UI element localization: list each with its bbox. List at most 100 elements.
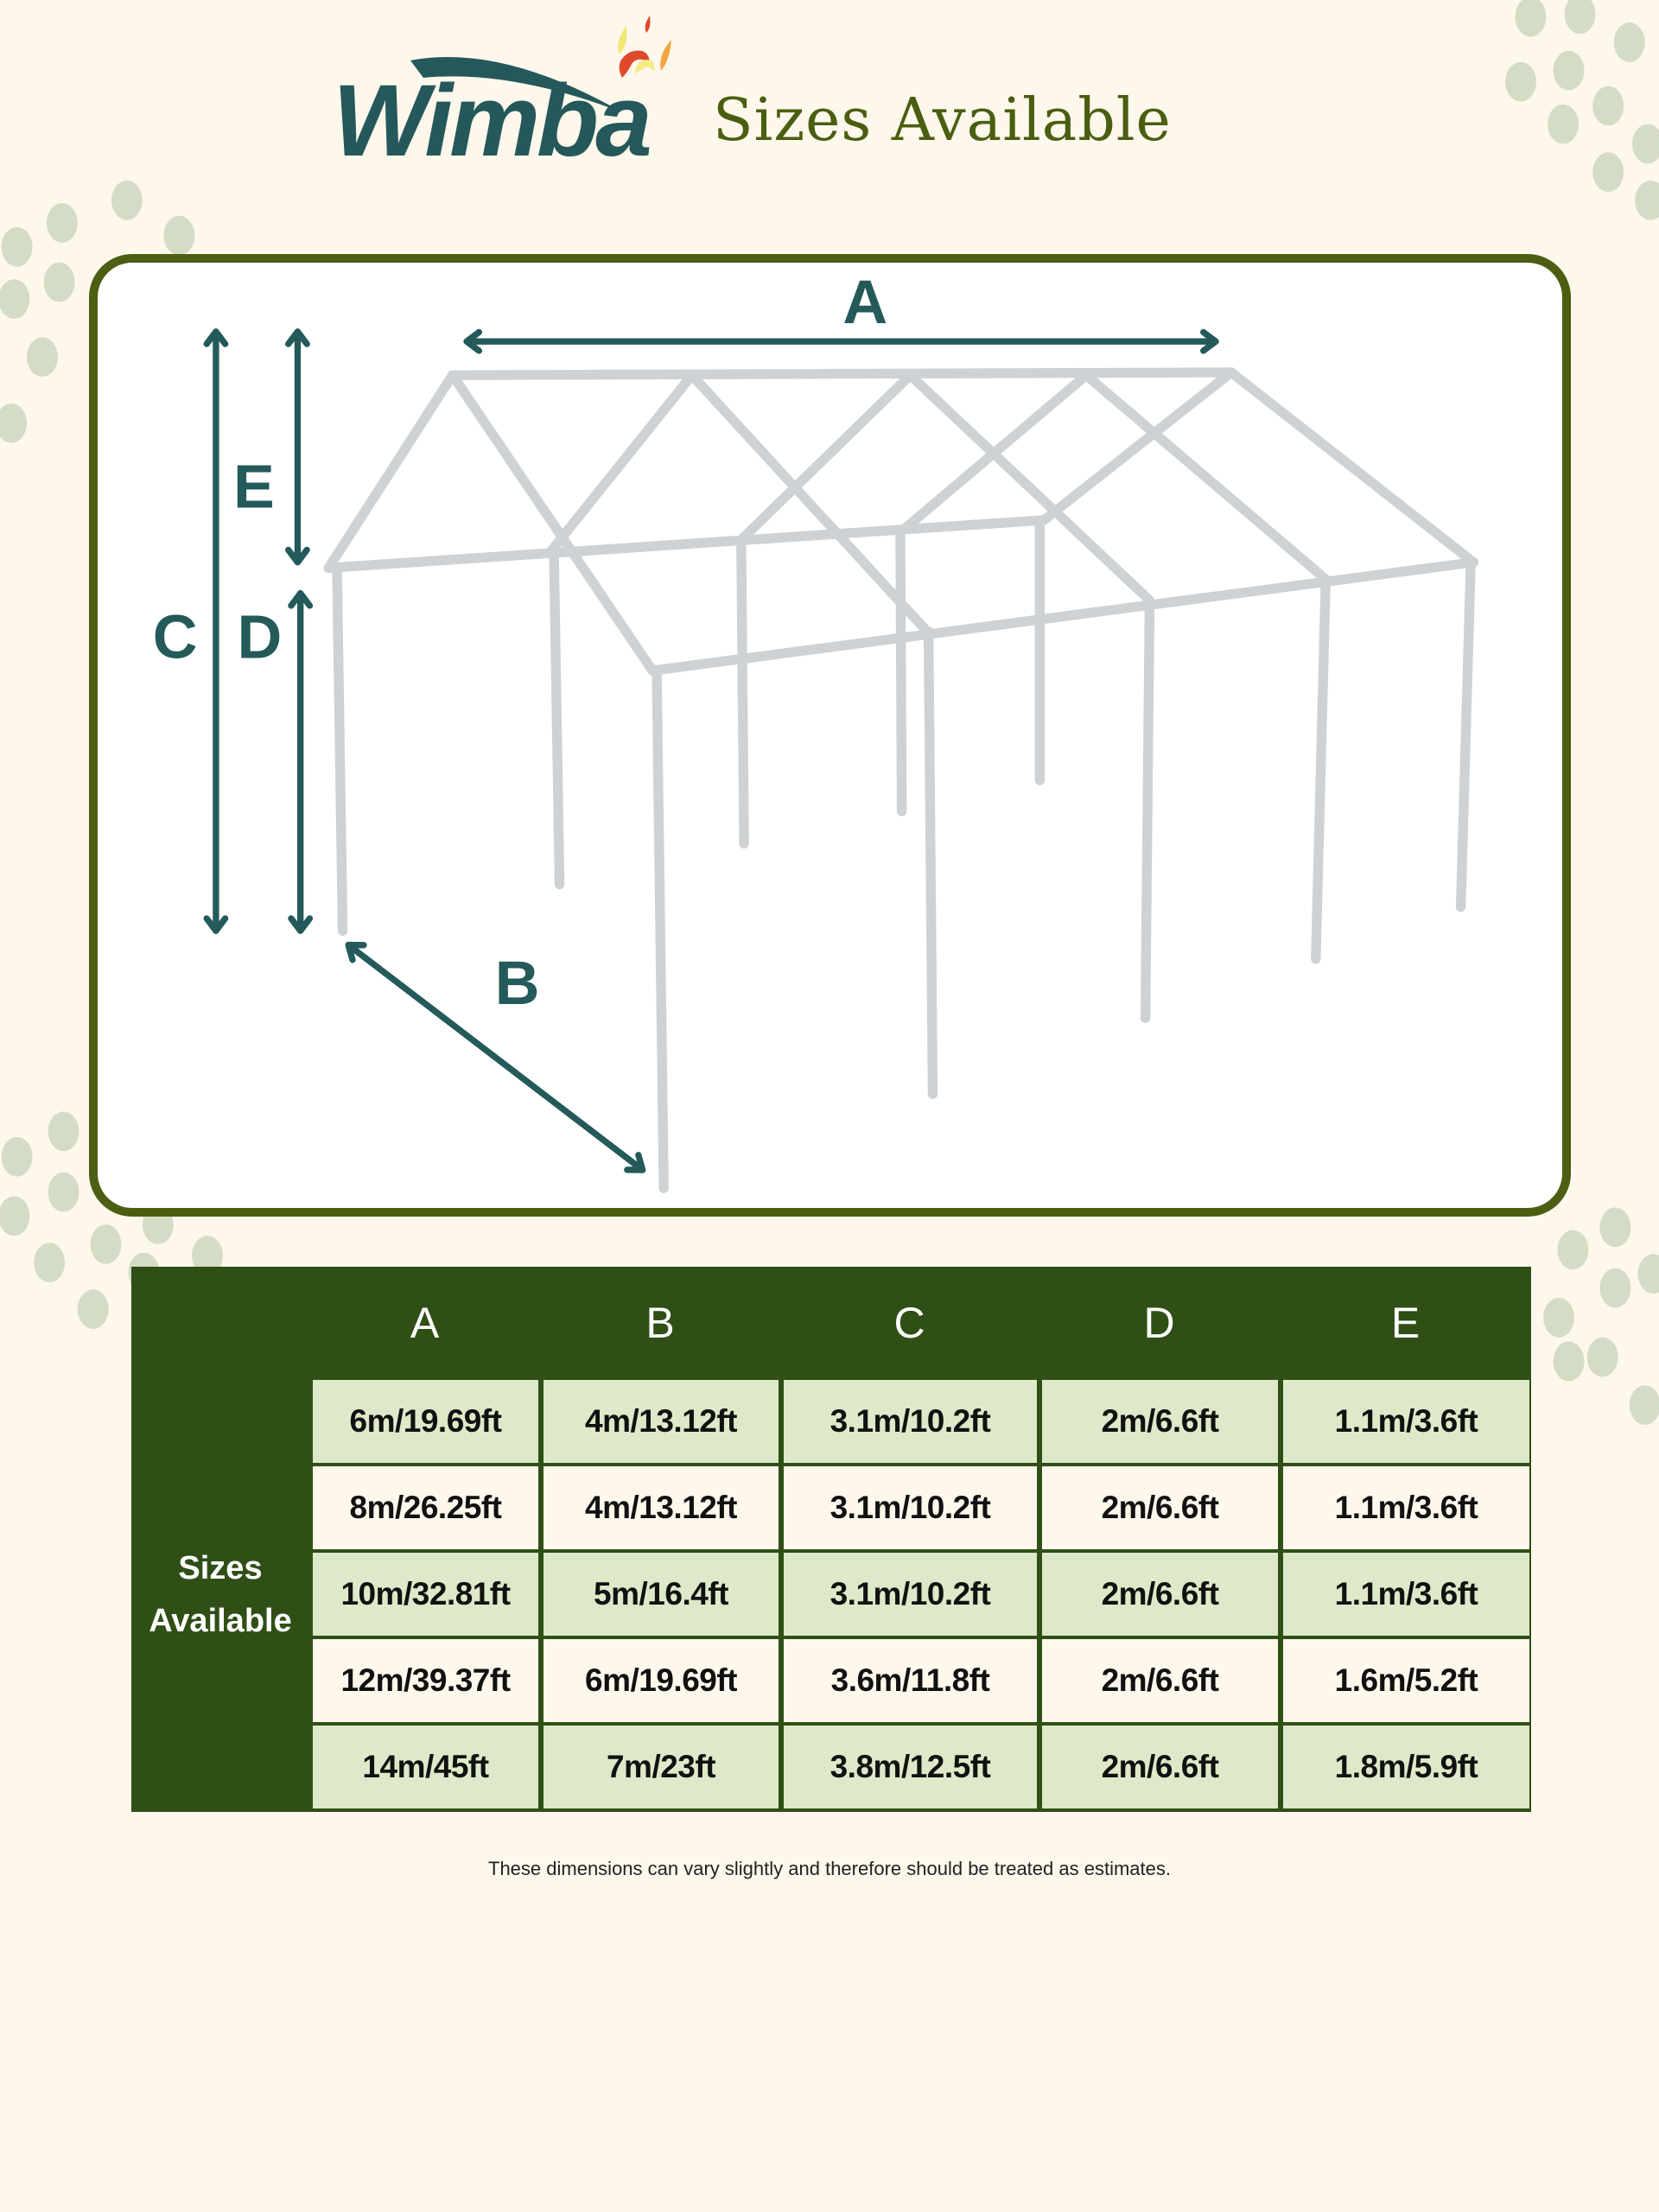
sizes-table: Sizes Available A B C D E 6m/19.69ft 4m/13.12f… [131,1267,1531,1812]
column-header-c: C [893,1298,925,1347]
dot [77,1289,109,1329]
frame-pole [448,370,658,676]
dot [1553,1341,1585,1382]
label-a: A [842,268,887,337]
dot [1,226,33,267]
table-cell: 2m/6.6ft [1042,1380,1278,1463]
frame-pole [1226,367,1479,568]
table-cell: 2m/6.6ft [1042,1466,1278,1549]
label-d: D [238,602,283,671]
arrow-a [463,328,1219,354]
table-cell: 7m/23ft [543,1726,779,1808]
dot [1515,0,1547,37]
column-header-e: E [1390,1298,1421,1347]
dot [1543,1298,1575,1338]
arrow-b [345,941,646,1173]
frame-pole [448,367,1236,380]
table-cell: 6m/19.69ft [313,1380,538,1463]
dot [163,215,195,256]
table-cell: 12m/39.37ft [313,1639,538,1722]
table-cell: 1.6m/5.2ft [1283,1639,1529,1722]
dot [0,403,28,443]
table-cell: 3.6m/11.8ft [784,1639,1037,1722]
dot [48,1111,79,1152]
frame-pole [898,370,1091,536]
dot [1548,104,1579,144]
frame-pole [1081,370,1331,584]
frame-pole [1455,560,1476,912]
logo-swoosh [410,57,622,112]
arrow-c [203,328,229,934]
dot [1613,22,1645,62]
dot [0,279,30,319]
dot [1635,180,1659,220]
label-c: C [153,602,198,671]
wimba-logo: Wimba [333,16,671,164]
frame-pole [895,526,907,817]
dot [1557,1230,1589,1270]
table-cell: 4m/13.12ft [543,1380,779,1463]
dimension-arrows [203,328,1219,1173]
dot [1564,0,1596,35]
frame-pole [549,546,565,890]
logo-text: Wimba [333,64,650,164]
frame-pole [923,626,938,1099]
dot [46,203,78,243]
dot [1592,86,1624,126]
row-header-line-1: Sizes [178,1550,263,1587]
table-cell: 3.1m/10.2ft [784,1466,1037,1549]
arrow-e [285,328,310,566]
dot [1553,50,1585,91]
table-cell: 4m/13.12ft [543,1466,779,1549]
table-cell: 3.8m/12.5ft [784,1726,1037,1808]
footnote: These dimensions can vary slightly and t… [488,1858,1171,1879]
frame-pole [546,370,697,556]
label-b: B [495,949,540,1018]
dot [1631,124,1659,164]
frame-pole [736,536,749,849]
frame-pole [687,370,930,633]
table-cell: 10m/32.81ft [313,1553,538,1636]
frame-pole [736,370,916,545]
table-cell: 1.1m/3.6ft [1283,1380,1529,1463]
dot [1637,1254,1659,1294]
tent-frame [323,367,1479,1193]
dot [1599,1207,1631,1248]
dot [43,262,75,302]
dot [0,1196,30,1236]
dot [1592,152,1624,193]
frame-pole [905,370,1155,606]
table-cell: 14m/45ft [313,1726,538,1808]
frame-pole [323,370,458,573]
dot [1599,1268,1631,1308]
dot [1586,1337,1618,1377]
dot [27,337,58,377]
table-cell: 8m/26.25ft [313,1466,538,1549]
table-cell: 6m/19.69ft [543,1639,779,1722]
table-cell: 1.8m/5.9ft [1283,1726,1529,1808]
column-header-d: D [1143,1298,1175,1347]
table-cell: 1.1m/3.6ft [1283,1553,1529,1636]
page-title: Sizes Available [713,86,1172,155]
dot [90,1224,122,1264]
frame-pole [1311,576,1331,964]
frame-pole [1039,367,1236,525]
flame-icon [618,16,671,78]
frame-pole [332,567,348,936]
dot [111,180,143,220]
column-header-a: A [410,1298,440,1347]
frame-pole [1140,599,1155,1023]
table-cell: 2m/6.6ft [1042,1553,1278,1636]
table-cell: 2m/6.6ft [1042,1726,1278,1808]
label-e: E [233,452,275,521]
frame-pole [647,557,1479,676]
dot [1,1136,33,1177]
dot [34,1243,66,1283]
tent-frame-diagram: A C E D B [89,254,1571,1217]
arrow-d [288,589,314,934]
row-header-label: Sizes Available [131,1378,309,1812]
dot [1629,1385,1659,1425]
table-cell: 2m/6.6ft [1042,1639,1278,1722]
table-cell: 3.1m/10.2ft [784,1380,1037,1463]
table-cell: 1.1m/3.6ft [1283,1466,1529,1549]
